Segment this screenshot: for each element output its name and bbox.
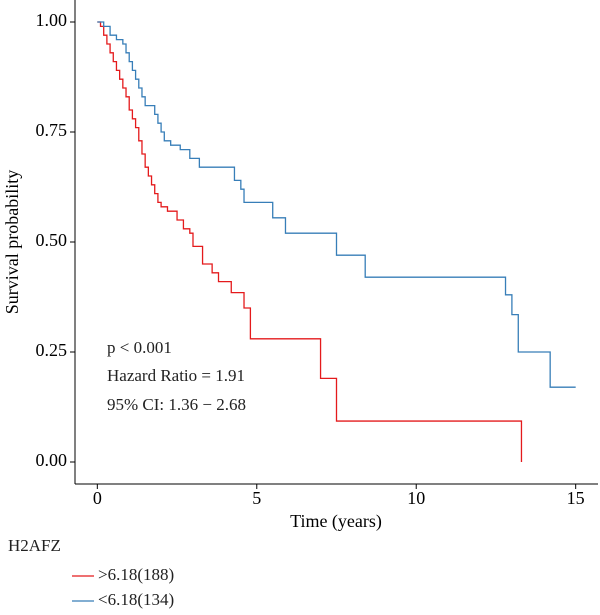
y-tick-label: 1.00: [36, 10, 68, 30]
y-tick-label: 0.75: [36, 120, 68, 140]
x-tick-label: 15: [567, 488, 585, 508]
legend-label: >6.18(188): [98, 565, 174, 584]
y-tick-label: 0.00: [36, 450, 68, 470]
survival-curve: [97, 21, 523, 462]
x-axis-label: Time (years): [290, 511, 382, 532]
legend-title: H2AFZ: [8, 536, 61, 555]
annotation: Hazard Ratio = 1.91: [107, 366, 245, 385]
x-tick-label: 10: [407, 488, 425, 508]
y-axis-label: Survival probability: [2, 170, 22, 314]
survival-curve: [97, 21, 576, 388]
y-tick-label: 0.50: [36, 230, 68, 250]
annotation: 95% CI: 1.36 − 2.68: [107, 395, 246, 414]
y-tick-label: 0.25: [36, 340, 68, 360]
annotation: p < 0.001: [107, 338, 172, 357]
x-tick-label: 5: [252, 488, 261, 508]
x-tick-label: 0: [93, 488, 102, 508]
legend-label: <6.18(134): [98, 590, 174, 609]
